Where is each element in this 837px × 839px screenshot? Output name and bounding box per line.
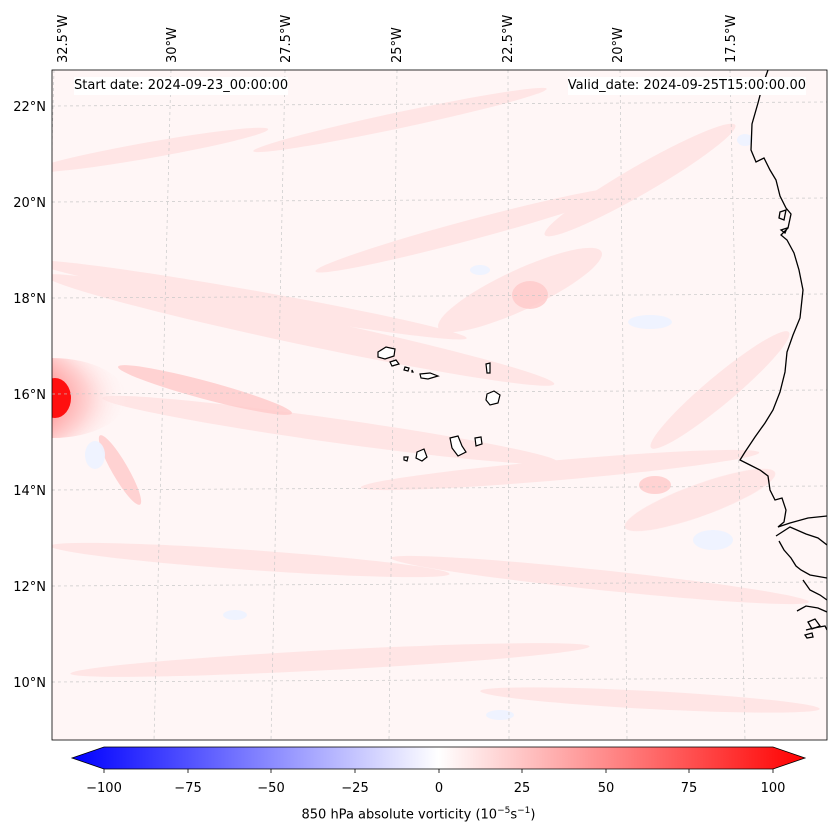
cbar-tick-0: 0	[435, 781, 443, 796]
lon-label-27-5w: 27.5°W	[279, 15, 294, 63]
lat-label-16n: 16°N	[13, 388, 46, 403]
lon-label-32-5w: 32.5°W	[56, 15, 71, 63]
cbar-tick-m25: −25	[341, 781, 368, 796]
colorbar-label: 850 hPa absolute vorticity (10−5s−1)	[0, 806, 837, 822]
cbar-label-exp2: −1	[517, 806, 531, 816]
graticule	[52, 70, 827, 740]
lat-label-20n: 20°N	[13, 196, 46, 211]
cbar-tick-m100: −100	[86, 781, 122, 796]
cbar-tick-m75: −75	[174, 781, 201, 796]
colorbar: −100 −75 −50 −25 0 25 50 75 100	[70, 746, 807, 796]
lat-label-22n: 22°N	[13, 100, 46, 115]
latitude-labels: 22°N 20°N 18°N 16°N 14°N 12°N 10°N	[13, 100, 46, 691]
cbar-label-main: 850 hPa absolute vorticity (10	[301, 807, 498, 823]
africa-coastline	[739, 70, 827, 639]
lon-label-30w: 30°W	[165, 27, 180, 63]
colorbar-ticks	[103, 769, 774, 773]
lat-label-14n: 14°N	[13, 484, 46, 499]
cbar-tick-100: 100	[761, 781, 786, 796]
lon-label-22-5w: 22.5°W	[501, 15, 516, 63]
cbar-tick-25: 25	[514, 781, 531, 796]
lon-label-20w: 20°W	[611, 27, 626, 63]
longitude-labels: 32.5°W 30°W 27.5°W 25°W 22.5°W 20°W 17.5…	[56, 15, 739, 63]
lon-label-17-5w: 17.5°W	[724, 15, 739, 63]
cbar-label-exp1: −5	[497, 806, 511, 816]
cape-verde-islands	[377, 346, 501, 462]
valid-date-label: Valid_date: 2024-09-25T15:00:00.00	[567, 77, 806, 95]
cbar-label-mid: s	[510, 807, 518, 823]
cbar-tick-m50: −50	[257, 781, 284, 796]
lon-label-25w: 25°W	[390, 27, 405, 63]
start-date-label: Start date: 2024-09-23_00:00:00	[74, 77, 289, 95]
lat-label-10n: 10°N	[13, 676, 46, 691]
lat-label-12n: 12°N	[13, 580, 46, 595]
vorticity-field	[52, 70, 827, 740]
lat-label-18n: 18°N	[13, 292, 46, 307]
cbar-tick-75: 75	[681, 781, 698, 796]
cbar-tick-50: 50	[598, 781, 615, 796]
cbar-label-end: )	[530, 807, 536, 823]
